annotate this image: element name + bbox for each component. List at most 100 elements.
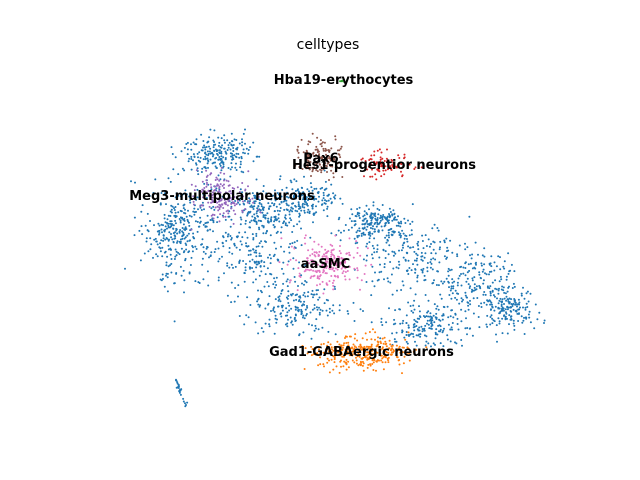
background-cell-point bbox=[504, 308, 507, 311]
background-cell-point bbox=[269, 262, 272, 265]
background-cell-point bbox=[146, 212, 149, 215]
cluster-point bbox=[360, 346, 363, 348]
cluster-point bbox=[190, 183, 193, 186]
background-cell-point bbox=[242, 148, 245, 151]
cluster-point bbox=[313, 274, 316, 277]
background-cell-point bbox=[216, 221, 219, 224]
cluster-point bbox=[210, 201, 213, 204]
cluster-point bbox=[192, 203, 195, 206]
cluster-point bbox=[351, 353, 354, 356]
background-cell-point bbox=[405, 331, 408, 333]
cluster-point bbox=[304, 269, 307, 272]
cluster-point bbox=[333, 358, 336, 361]
background-cell-point bbox=[266, 212, 269, 215]
background-cell-point bbox=[259, 209, 262, 212]
background-cell-point bbox=[406, 342, 409, 345]
background-cell-point bbox=[489, 308, 492, 311]
background-cell-point bbox=[181, 167, 184, 170]
cluster-point bbox=[334, 166, 337, 169]
background-cell-point bbox=[250, 219, 253, 222]
cluster-point bbox=[324, 272, 327, 275]
background-cell-point bbox=[476, 297, 479, 299]
background-cell-point bbox=[171, 153, 174, 155]
background-cell-point bbox=[460, 273, 462, 275]
background-cell-point bbox=[251, 267, 254, 269]
background-cell-point bbox=[368, 208, 370, 211]
cluster-point bbox=[227, 194, 230, 196]
background-cell-point bbox=[221, 255, 223, 258]
background-cell-point bbox=[420, 268, 423, 271]
background-cell-point bbox=[311, 308, 314, 311]
background-cell-point bbox=[423, 329, 426, 332]
background-cell-point bbox=[286, 204, 289, 206]
background-cell-point bbox=[526, 306, 529, 308]
cluster-point bbox=[386, 148, 388, 151]
background-cell-point bbox=[252, 270, 255, 273]
background-cell-point bbox=[402, 319, 405, 322]
background-cell-point bbox=[371, 257, 374, 260]
background-cell-point bbox=[503, 303, 505, 305]
background-cell-point bbox=[273, 277, 276, 280]
background-cell-point bbox=[255, 221, 258, 224]
background-cell-point bbox=[133, 216, 136, 219]
background-cell-point bbox=[493, 309, 496, 312]
cluster-point bbox=[344, 260, 347, 263]
cluster-point bbox=[199, 205, 202, 208]
cluster-point bbox=[345, 368, 348, 371]
background-cell-point bbox=[405, 334, 408, 336]
background-cell-point bbox=[201, 257, 204, 260]
background-cell-point bbox=[414, 293, 417, 296]
background-cell-point bbox=[434, 343, 436, 346]
cluster-point bbox=[371, 363, 374, 365]
background-cell-point bbox=[453, 280, 456, 283]
cluster-point bbox=[376, 149, 379, 152]
background-cell-point bbox=[180, 150, 183, 153]
background-cell-point bbox=[279, 175, 282, 178]
background-cell-point bbox=[439, 246, 441, 249]
cluster-point bbox=[319, 258, 322, 261]
cluster-point bbox=[356, 276, 359, 279]
cluster-point bbox=[309, 254, 312, 257]
background-cell-point bbox=[421, 234, 424, 237]
background-cell-point bbox=[446, 338, 449, 341]
background-cell-point bbox=[247, 254, 250, 256]
background-cell-point bbox=[313, 304, 316, 306]
cluster-point bbox=[355, 346, 358, 349]
background-cell-point bbox=[249, 267, 251, 270]
cluster-point bbox=[383, 353, 385, 356]
background-cell-point bbox=[399, 308, 401, 311]
cluster-point bbox=[316, 284, 318, 287]
background-cell-point bbox=[513, 328, 516, 331]
background-cell-point bbox=[513, 285, 516, 288]
background-cell-point bbox=[270, 218, 272, 221]
background-cell-point bbox=[187, 209, 189, 212]
cluster-point bbox=[325, 165, 328, 168]
background-cell-point bbox=[503, 260, 506, 263]
cluster-point bbox=[383, 160, 386, 162]
cluster-point bbox=[310, 263, 313, 266]
background-cell-point bbox=[257, 332, 260, 335]
background-cell-point bbox=[467, 263, 470, 266]
background-cell-point bbox=[325, 309, 328, 312]
background-cell-point bbox=[393, 338, 396, 341]
cluster-point bbox=[311, 348, 314, 351]
background-cell-point bbox=[423, 327, 426, 330]
background-cell-point bbox=[405, 235, 408, 237]
background-cell-point bbox=[428, 245, 431, 248]
background-cell-point bbox=[301, 282, 303, 285]
background-cell-point bbox=[245, 314, 248, 317]
background-cell-point bbox=[212, 219, 215, 222]
background-cell-point bbox=[241, 144, 243, 147]
background-cell-point bbox=[276, 318, 278, 321]
background-cell-point bbox=[407, 219, 409, 222]
background-cell-point bbox=[467, 304, 470, 307]
cluster-point bbox=[389, 167, 392, 170]
background-cell-point bbox=[490, 255, 493, 258]
cluster-point bbox=[361, 337, 364, 340]
cluster-point bbox=[330, 156, 333, 159]
background-cell-point bbox=[260, 193, 263, 195]
background-cell-point bbox=[167, 239, 170, 242]
background-cell-point bbox=[310, 198, 313, 201]
background-cell-point bbox=[469, 254, 471, 257]
background-cell-point bbox=[299, 300, 302, 303]
